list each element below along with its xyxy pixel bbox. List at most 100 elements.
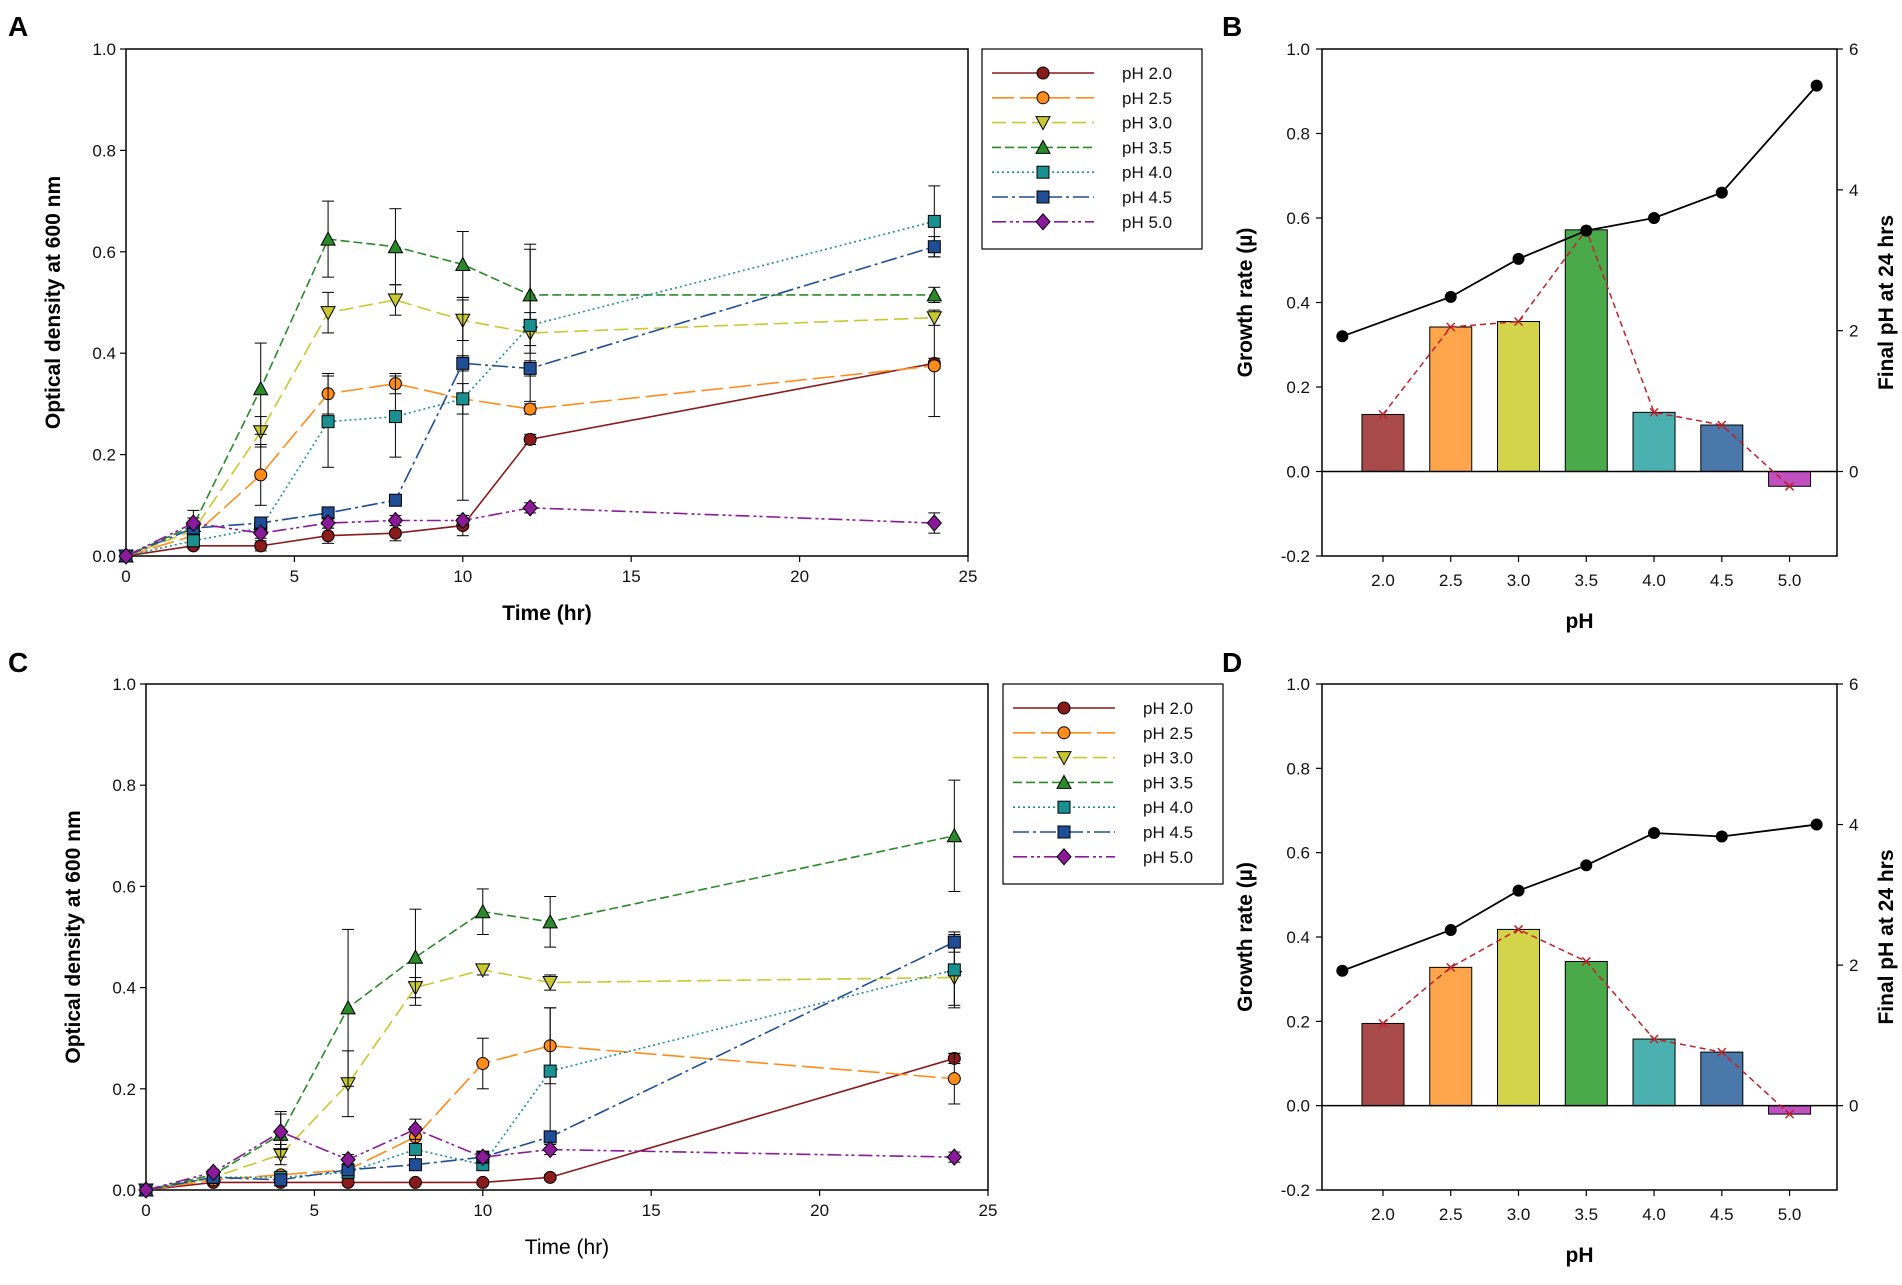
series-pH50: [118, 499, 942, 565]
legend-label: pH 2.0: [1122, 64, 1172, 83]
data-point: [543, 1064, 557, 1078]
growth-rate-marker: [1446, 322, 1456, 332]
x-tick-label: 20: [810, 1201, 829, 1220]
bar-3.0: [1497, 928, 1541, 1107]
x-tick-label: 5: [290, 567, 299, 586]
panel-label-b: B: [1222, 11, 1242, 42]
y-tick-label: 0.0: [1286, 463, 1310, 482]
series-line: [145, 941, 955, 1191]
legend-marker: [1057, 800, 1071, 814]
data-point: [456, 356, 470, 370]
bar-3.5: [1564, 960, 1608, 1107]
y2-tick-label: 6: [1849, 675, 1858, 694]
final-ph-point: [1580, 224, 1593, 237]
legend-frame: [1002, 683, 1224, 885]
bar-2.5: [1429, 966, 1473, 1107]
data-point: [947, 935, 961, 949]
final-ph-point: [1444, 290, 1457, 303]
panel-label-a: A: [8, 11, 28, 42]
data-point: [387, 293, 404, 309]
data-point: [321, 415, 335, 429]
data-point: [947, 1072, 961, 1086]
x-tick-label: 0: [121, 567, 130, 586]
data-point: [407, 1120, 424, 1139]
data-point: [475, 1148, 491, 1166]
growth-rate-marker: [1378, 409, 1388, 419]
y2-axis-label: Final pH at 24 hrs: [1875, 849, 1898, 1024]
chart-a: 0 5 10 15 20 25 0.0 0.2 0.4 0.6 0.8 1.0 Time (hr) Opt…: [42, 40, 1203, 625]
y-tick-label: 0.6: [1286, 844, 1310, 863]
data-point: [254, 468, 268, 482]
data-point: [455, 511, 471, 530]
plot-frame: [145, 683, 989, 1191]
y-tick-label: 0.8: [1286, 125, 1310, 144]
legend-label: pH 2.0: [1143, 699, 1193, 718]
final-ph-point: [1336, 964, 1349, 977]
data-point: [523, 318, 537, 332]
series-pH50: [138, 1113, 962, 1199]
final-ph-point: [1580, 859, 1593, 872]
growth-rate-marker: [1717, 1047, 1727, 1057]
x-tick-label: 3.0: [1507, 571, 1531, 590]
data-point: [926, 286, 943, 302]
bar-4.0: [1632, 411, 1676, 473]
legend-label: pH 2.5: [1122, 89, 1172, 108]
data-point: [474, 903, 491, 919]
data-point: [542, 976, 558, 991]
plot-frame: [125, 48, 969, 557]
data-point: [387, 511, 404, 530]
x-tick-label: 2.0: [1371, 1205, 1395, 1224]
data-point: [320, 231, 336, 246]
data-point: [476, 1175, 490, 1189]
panel-label-d: D: [1222, 647, 1242, 678]
y-tick-label: 0.6: [1286, 209, 1310, 228]
x-tick-label: 2.5: [1439, 1205, 1463, 1224]
final-ph-point: [1336, 330, 1349, 343]
y-tick-label: 1.0: [1286, 675, 1310, 694]
legend-label: pH 3.0: [1143, 749, 1193, 768]
y2-tick-label: 6: [1849, 40, 1858, 59]
y2-tick-label: 4: [1849, 181, 1858, 200]
legend-marker: [1056, 751, 1072, 766]
data-point: [456, 392, 470, 406]
x-tick-label: 2.0: [1371, 571, 1395, 590]
legend-marker: [1035, 213, 1051, 231]
x-tick-label: 2.5: [1439, 571, 1463, 590]
data-point: [927, 359, 941, 373]
legend-frame: [981, 48, 1203, 250]
legend-label: pH 4.5: [1143, 823, 1193, 842]
legend-marker: [1056, 774, 1072, 789]
data-point: [273, 1123, 289, 1141]
data-point: [320, 306, 336, 321]
x-tick-label: 3.0: [1507, 1205, 1531, 1224]
legend: pH 2.0 pH 2.5 pH 3.0 pH 3.5 pH 4.0 pH 4.5 pH 5…: [1002, 683, 1224, 885]
data-point: [927, 240, 941, 254]
y-tick-label: 0.4: [92, 344, 116, 363]
data-point: [387, 238, 404, 254]
data-point: [340, 1150, 356, 1169]
data-point: [388, 410, 402, 424]
x-tick-label: 5.0: [1778, 571, 1802, 590]
y-tick-label: 1.0: [112, 675, 136, 694]
y2-tick-label: 0: [1849, 1097, 1858, 1116]
bar-4.5: [1700, 424, 1744, 472]
y-axis-label: Optical density at 600 nm: [62, 810, 85, 1063]
data-point: [186, 534, 200, 548]
plot-frame: [1321, 683, 1838, 1191]
legend-label: pH 4.0: [1122, 163, 1172, 182]
x-axis-label: pH: [1566, 1244, 1594, 1267]
legend-marker: [1057, 825, 1071, 839]
data-point: [408, 1158, 422, 1172]
data-point: [926, 311, 943, 326]
series-pH40: [119, 185, 941, 563]
data-point: [927, 214, 941, 228]
series-line: [145, 835, 955, 1191]
data-point: [926, 514, 942, 532]
data-point: [947, 963, 961, 977]
series-line: [125, 362, 935, 557]
y-tick-label: 1.0: [92, 40, 116, 59]
data-point: [253, 524, 269, 542]
x-tick-label: 0: [141, 1201, 150, 1220]
x-tick-label: 4.0: [1642, 571, 1666, 590]
bar-5.0: [1768, 1105, 1812, 1115]
